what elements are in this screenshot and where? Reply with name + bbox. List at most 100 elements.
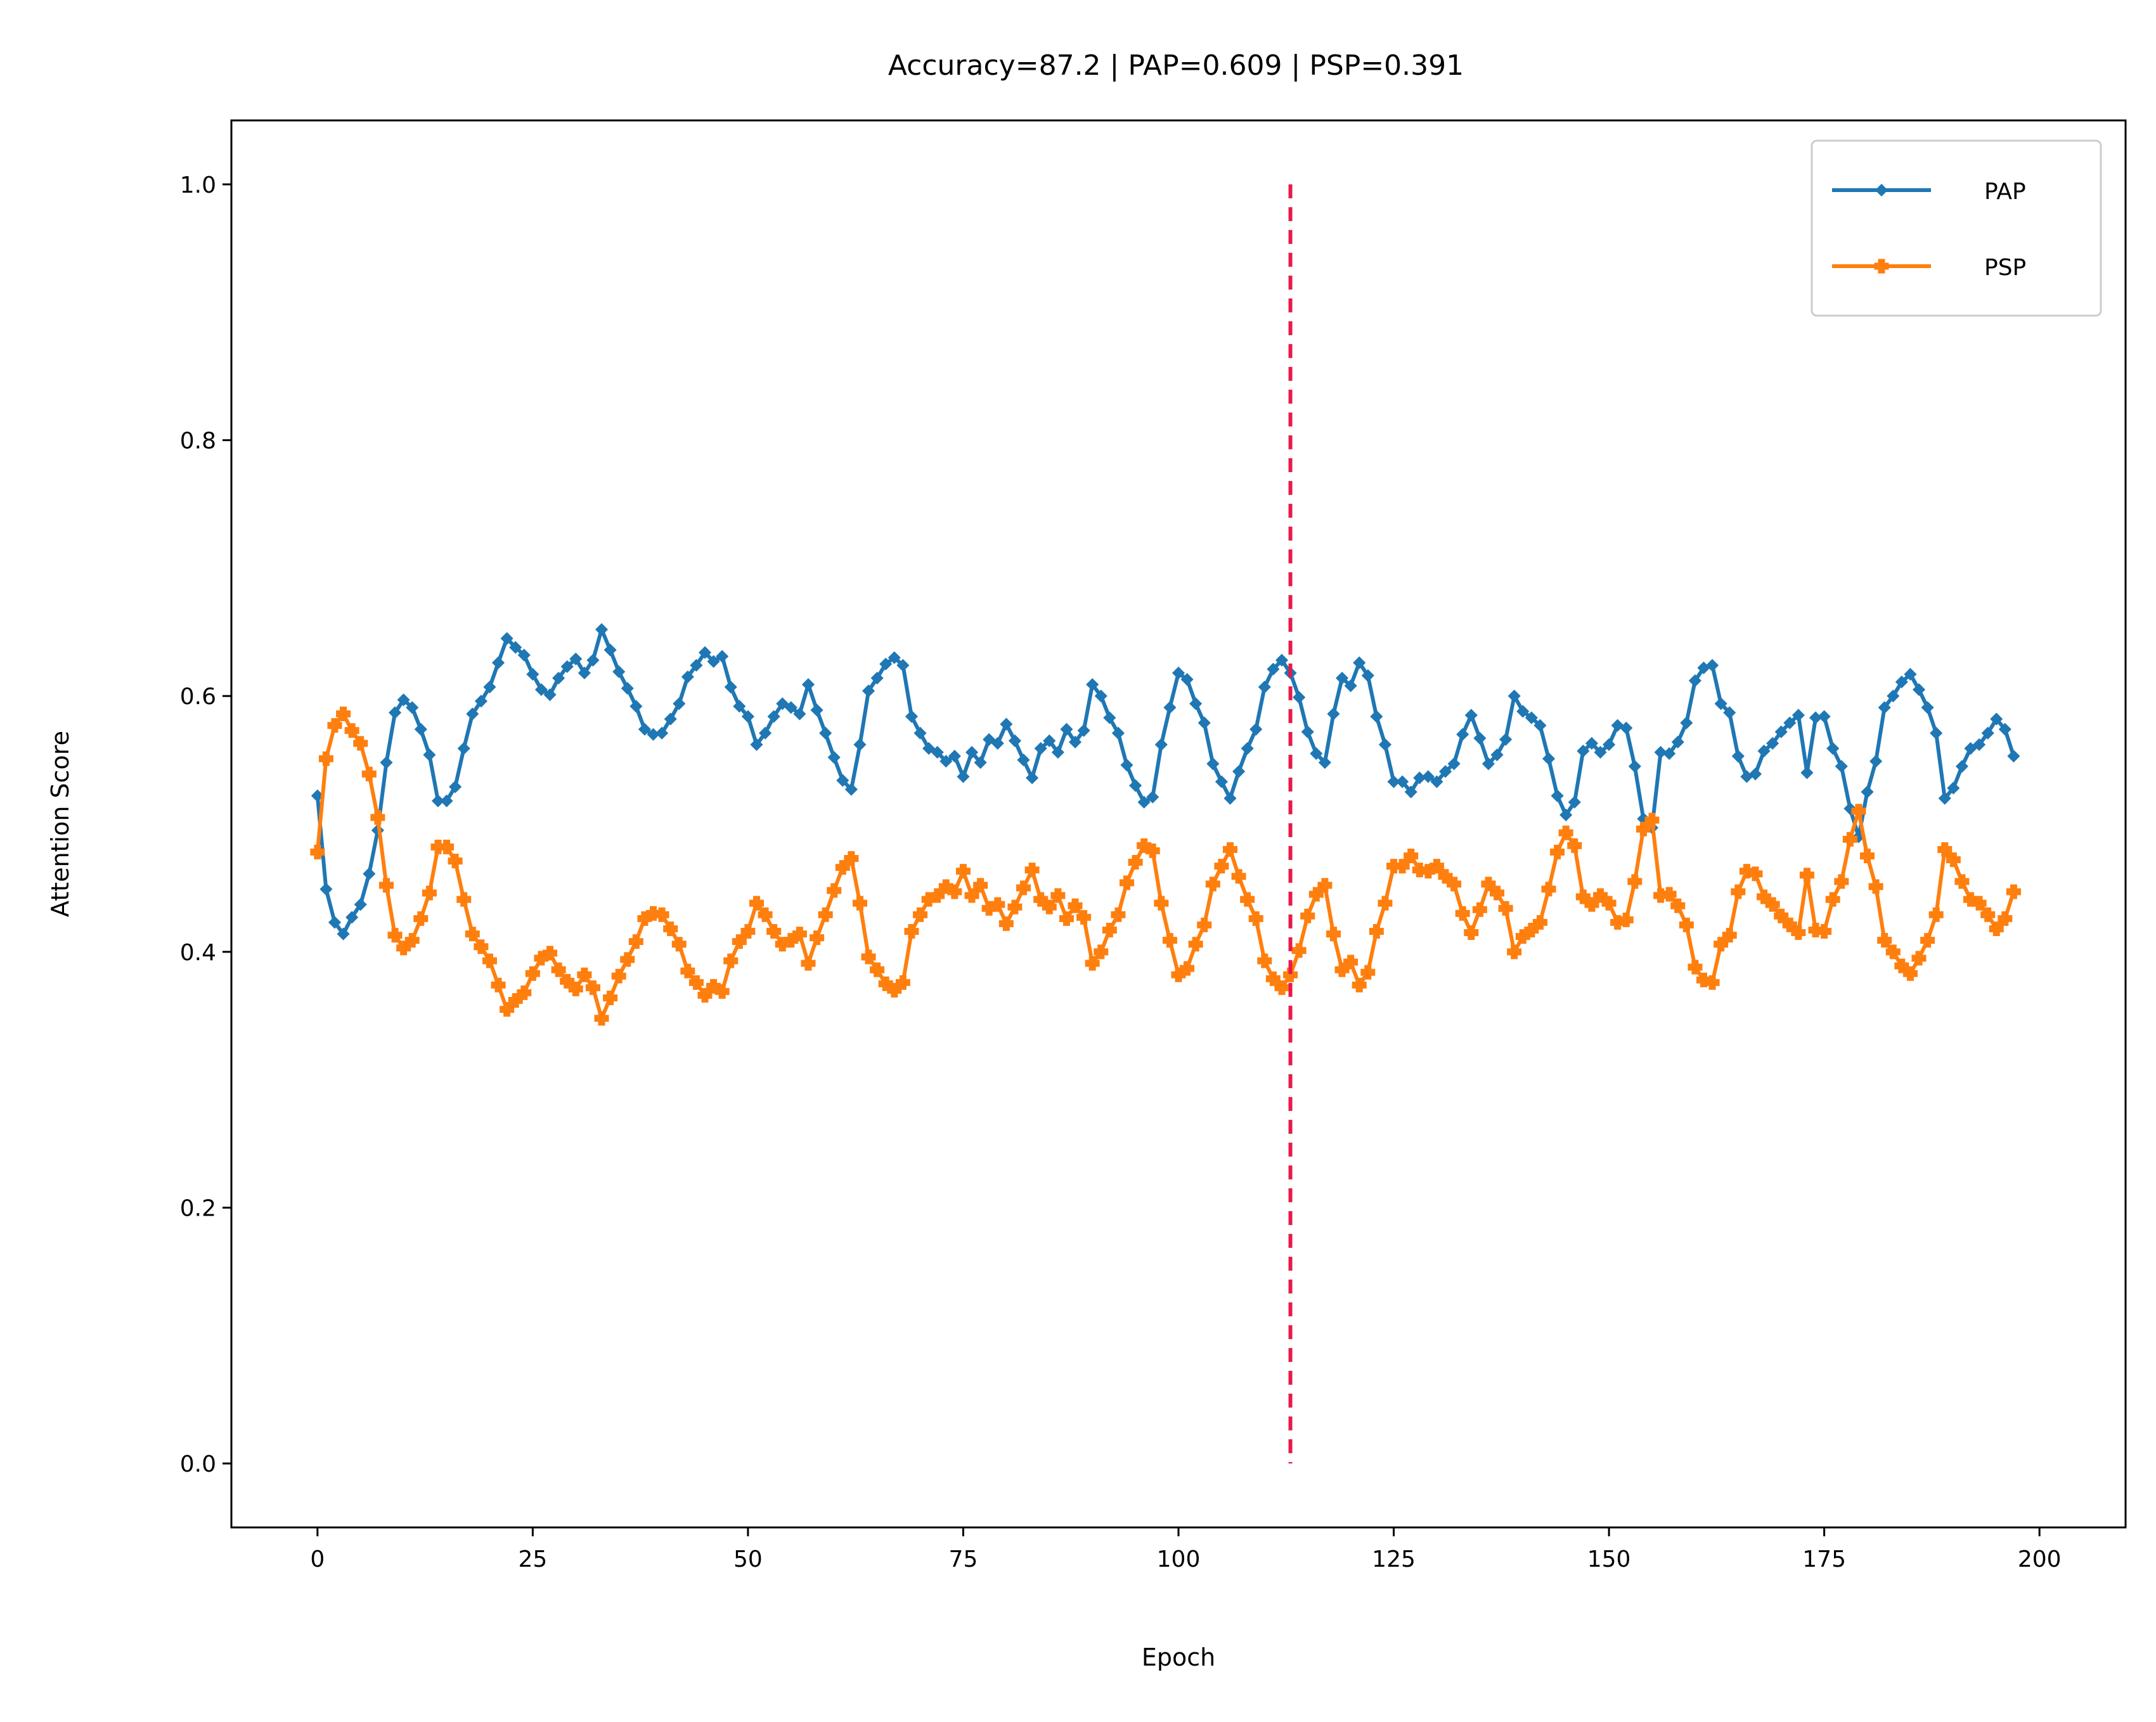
data-point (1464, 925, 1479, 941)
data-point (327, 718, 342, 733)
data-point (664, 712, 677, 726)
data-point (1895, 675, 1908, 689)
data-point (1920, 933, 1935, 948)
data-point (1885, 944, 1901, 960)
data-point (585, 980, 600, 995)
data-point (707, 655, 720, 668)
data-point (509, 641, 522, 654)
data-point (983, 733, 996, 746)
data-point (1981, 726, 1994, 740)
legend-marker-pap (1875, 183, 1888, 197)
data-point (1972, 896, 1987, 911)
data-point (1800, 766, 1814, 780)
data-point (1275, 653, 1289, 667)
data-point (1154, 738, 1168, 751)
data-point (1274, 980, 1289, 995)
data-point (827, 883, 842, 898)
data-point (1000, 717, 1013, 731)
data-point (1722, 928, 1737, 943)
data-point (2006, 884, 2021, 899)
data-point (603, 990, 618, 1005)
data-point (1197, 917, 1212, 932)
data-point (457, 742, 470, 755)
y-tick-label: 0.2 (180, 1195, 216, 1221)
data-point (673, 697, 686, 710)
data-point (741, 710, 754, 723)
data-point (1990, 712, 2003, 726)
data-point (1240, 892, 1255, 907)
data-point (1378, 738, 1392, 751)
data-point (1215, 775, 1228, 788)
data-point (844, 851, 859, 866)
data-point (1334, 962, 1350, 977)
data-point (836, 774, 849, 787)
data-point (1842, 832, 1857, 847)
data-point (740, 924, 756, 939)
data-point (1825, 892, 1840, 907)
legend: PAP PSP (1811, 139, 2102, 317)
data-point (1180, 961, 1195, 976)
data-point (1050, 888, 1066, 903)
data-point (1912, 683, 1926, 697)
data-point (1516, 705, 1530, 718)
data-point (758, 907, 773, 922)
data-point (1145, 843, 1160, 858)
data-point (526, 667, 539, 681)
data-point (1248, 911, 1263, 926)
data-point (1946, 852, 1961, 868)
data-point (1120, 759, 1133, 772)
data-point (724, 680, 737, 694)
data-point (1447, 877, 1462, 892)
data-point (1861, 785, 1874, 799)
data-point (569, 652, 583, 665)
data-point (1663, 747, 1676, 761)
data-point (1705, 975, 1720, 990)
data-point (1412, 863, 1427, 878)
data-point (905, 710, 919, 723)
data-point (1163, 701, 1177, 714)
data-point (336, 706, 351, 721)
data-point (1360, 965, 1376, 980)
data-point (465, 927, 480, 942)
data-point (1696, 972, 1711, 987)
data-point (1955, 760, 1969, 773)
data-point (361, 766, 377, 781)
data-point (611, 968, 626, 984)
data-point (732, 934, 747, 949)
data-point (1111, 907, 1126, 922)
series-psp (310, 706, 2021, 1026)
data-point (1541, 882, 1556, 897)
data-point (1464, 709, 1478, 722)
data-point (1043, 734, 1056, 747)
data-point (810, 704, 823, 717)
data-point (1680, 716, 1693, 729)
data-point (1447, 757, 1461, 771)
data-point (500, 632, 513, 645)
data-point (1688, 674, 1701, 688)
data-point (1877, 933, 1892, 948)
data-point (1473, 731, 1487, 745)
data-point (414, 723, 427, 736)
data-point (913, 907, 928, 922)
data-point (612, 665, 626, 678)
data-point (1197, 716, 1211, 729)
data-point (1558, 825, 1573, 840)
data-point (604, 643, 617, 657)
data-point (1223, 792, 1237, 805)
data-point (431, 794, 445, 807)
data-point (852, 896, 867, 911)
data-point (922, 742, 936, 755)
data-point (1077, 724, 1090, 737)
data-point (363, 867, 376, 880)
data-point (345, 911, 359, 924)
chart-title: Accuracy=87.2 | PAP=0.609 | PSP=0.391 (888, 49, 1464, 82)
data-point (413, 911, 429, 926)
series-pap (311, 623, 2020, 941)
data-point (680, 963, 695, 979)
data-point (1791, 709, 1805, 722)
data-point (1714, 937, 1729, 952)
data-point (1928, 907, 1944, 922)
data-point (1308, 887, 1324, 902)
data-point (1352, 977, 1367, 993)
data-point (1387, 775, 1400, 788)
